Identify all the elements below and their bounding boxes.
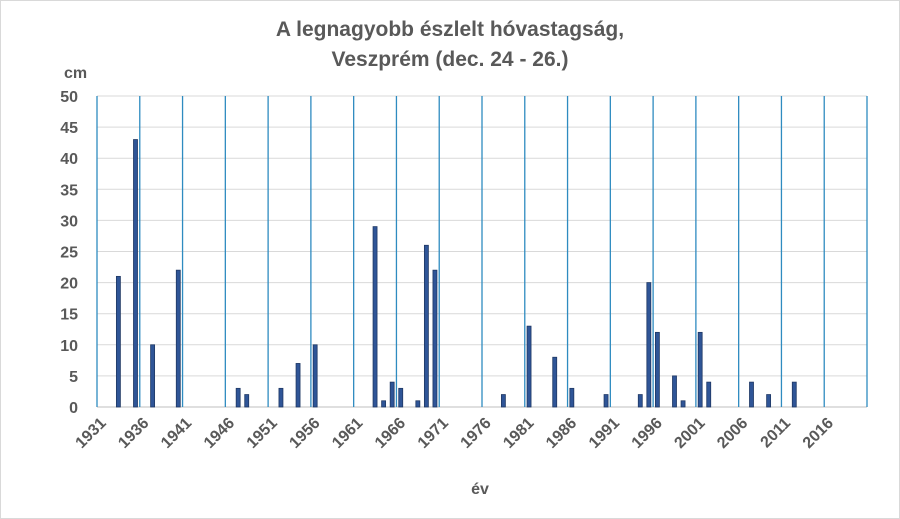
y-tick-label: 35 [60, 182, 78, 199]
bar-1966 [398, 387, 404, 408]
bar-1956 [312, 344, 318, 408]
y-tick-label: 30 [60, 213, 78, 230]
x-tick-label: 1931 [73, 415, 110, 452]
y-tick-label: 10 [60, 338, 78, 355]
bar-2002 [706, 381, 712, 408]
bar-1978 [500, 394, 506, 408]
x-tick-label: 1956 [286, 415, 323, 452]
bar-1940 [175, 269, 181, 408]
x-tick-label: 1941 [158, 415, 195, 452]
y-tick-label: 50 [60, 89, 78, 106]
y-tick-label: 5 [69, 369, 78, 386]
bar-1954 [295, 363, 301, 408]
bar-1999 [680, 400, 686, 408]
bar-1968 [415, 400, 421, 408]
x-tick-label: 1986 [543, 415, 580, 452]
bar-1969 [423, 244, 429, 408]
bar-2009 [766, 394, 772, 408]
x-tick-label: 1971 [415, 415, 452, 452]
bar-1952 [278, 387, 284, 408]
bar-1937 [150, 344, 156, 408]
bar-1935 [133, 139, 138, 408]
y-tick-label: 20 [60, 276, 78, 293]
bar-1970 [432, 269, 438, 408]
x-tick-label: 1966 [372, 415, 409, 452]
y-tick-label: 25 [60, 245, 78, 262]
y-tick-label: 45 [60, 120, 78, 137]
x-tick-label: 1991 [586, 415, 623, 452]
bar-1965 [389, 381, 395, 408]
y-axis-label: cm [64, 65, 87, 82]
bar-1990 [603, 394, 609, 408]
x-tick-label: 1961 [329, 415, 366, 452]
bar-2001 [697, 331, 703, 408]
chart-title-line1: A legnagyobb észlelt hóvastagság, [275, 18, 625, 41]
y-tick-label: 0 [69, 400, 78, 417]
y-tick-label: 15 [60, 307, 78, 324]
x-tick-label: 1976 [458, 415, 495, 452]
bar-1947 [235, 387, 241, 408]
y-tick-label: 40 [60, 151, 78, 168]
x-tick-label: 1981 [500, 415, 537, 452]
bar-1995 [646, 282, 652, 408]
bar-1948 [244, 394, 250, 408]
bar-1998 [672, 375, 677, 408]
bar-1986 [569, 387, 575, 408]
x-tick-label: 1946 [201, 415, 238, 452]
bar-2012 [791, 381, 797, 408]
bar-1994 [637, 394, 643, 408]
x-tick-label: 1936 [115, 415, 152, 452]
x-axis-label: év [471, 481, 489, 498]
chart-title-line2: Veszprém (dec. 24 - 26.) [331, 48, 569, 71]
x-tick-label: 2006 [714, 415, 751, 452]
x-tick-label: 2001 [671, 415, 708, 452]
x-tick-label: 1996 [629, 415, 666, 452]
x-tick-label: 2011 [758, 415, 795, 452]
bar-1933 [115, 275, 121, 408]
bar-1964 [381, 400, 387, 408]
bar-2007 [749, 381, 754, 408]
bar-1963 [372, 226, 378, 408]
x-tick-label: 1951 [244, 415, 281, 452]
bar-1981 [526, 325, 532, 408]
bar-1996 [654, 331, 660, 408]
bar-1984 [552, 356, 558, 408]
x-tick-label: 2016 [800, 415, 837, 452]
